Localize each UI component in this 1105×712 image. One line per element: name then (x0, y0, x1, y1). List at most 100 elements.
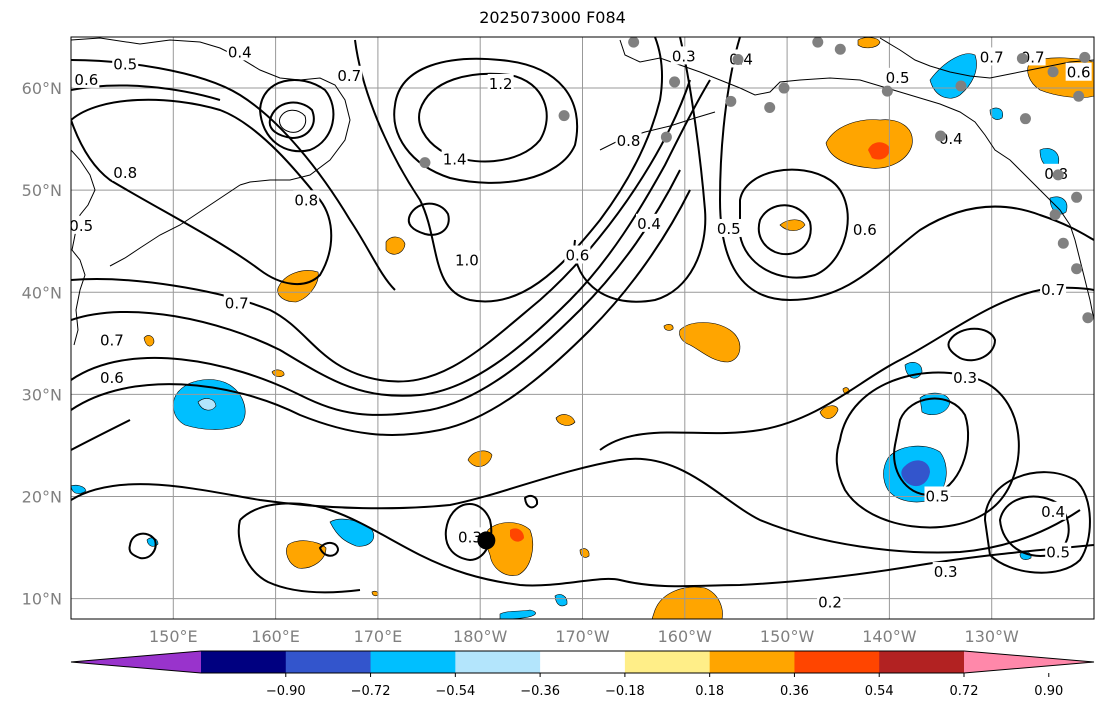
station-marker (725, 95, 737, 107)
contour-label-background (978, 47, 1005, 66)
colorbar-segment (709, 651, 795, 673)
contour-label-background (1040, 501, 1067, 520)
contour-label-background (441, 149, 468, 168)
anomaly-positive (286, 540, 327, 569)
contour-label: 0.4 (637, 215, 661, 233)
colorbar-tick-label: 0.18 (695, 684, 724, 699)
contour-label: 0.3 (672, 47, 696, 65)
coastline-kuril (109, 184, 241, 267)
station-marker (1019, 113, 1031, 125)
anomaly-negative (71, 484, 87, 494)
longitude-label: 160°E (251, 627, 300, 646)
anomaly-strong-negative (901, 460, 930, 487)
contour-label-background (223, 293, 250, 312)
contour-labels: 0.4 0.5 0.6 0.7 1.2 1.4 0.8 0.8 0.8 0.3 0.4 0.5 0.7 0… (71, 42, 1092, 612)
contour-label: 0.5 (926, 487, 950, 505)
station-marker (1047, 66, 1059, 78)
longitude-label: 150°E (149, 627, 198, 646)
contour-line (599, 286, 1094, 451)
contour-line (71, 169, 681, 416)
colorbar-tick-label: −0.18 (605, 684, 645, 699)
latitude-label: 30°N (22, 385, 62, 404)
anomaly-strong (868, 142, 890, 160)
contour-line (258, 78, 335, 153)
anomaly-positive (663, 324, 674, 331)
contour-label: 0.6 (74, 71, 98, 89)
contour-label: 0.6 (1067, 64, 1091, 82)
longitude-label: 130°W (965, 627, 1020, 646)
coastline-asia (71, 149, 96, 346)
station-marker (834, 43, 846, 55)
anomaly-positive (779, 219, 806, 231)
contour-label: 0.5 (113, 56, 137, 74)
contour-label: 0.7 (225, 294, 249, 312)
anomaly-strong (510, 528, 524, 542)
contour-line (71, 189, 691, 436)
contour-label-background (293, 190, 320, 209)
contour-line (523, 495, 539, 509)
station-marker (1073, 90, 1085, 102)
contour-label: 0.2 (818, 594, 842, 612)
contour-label-background (71, 215, 95, 234)
anomaly-positive (679, 322, 741, 363)
longitude-label: 180°W (453, 627, 508, 646)
contour-label: 0.3 (934, 563, 958, 581)
anomaly-positive (277, 270, 319, 303)
contour-line (268, 101, 315, 140)
contour-label-background (564, 245, 591, 264)
contour-line (71, 79, 711, 397)
station-marker (764, 101, 776, 113)
station-marker (1071, 263, 1083, 275)
station-marker (558, 110, 570, 122)
contour-label: 1.0 (455, 252, 479, 270)
contour-label-background (635, 213, 662, 232)
contour-line (354, 37, 664, 303)
latitude-label: 60°N (22, 79, 62, 98)
contour-label: 0.6 (853, 221, 877, 239)
latitude-label: 50°N (22, 181, 62, 200)
coastline-island (279, 109, 307, 133)
station-marker (778, 82, 790, 94)
contour-label: 0.5 (1046, 544, 1070, 562)
contour-label: 1.4 (443, 151, 467, 169)
coastline-alaska (619, 39, 1094, 321)
contour-label-background (924, 486, 951, 505)
contour-label: 0.4 (1041, 503, 1065, 521)
contour-label: 0.5 (717, 220, 741, 238)
contour-label-background (1065, 62, 1092, 81)
contour-line (718, 37, 1094, 302)
contour-label: 0.5 (886, 69, 910, 87)
contour-label-background (851, 219, 878, 238)
contour-label-background (670, 46, 697, 65)
station-marker (669, 76, 681, 88)
contour-label-background (336, 65, 363, 84)
contour-label-background (73, 69, 100, 88)
contour-line (71, 59, 396, 291)
colorbar-segment (455, 651, 541, 673)
station-marker (1071, 191, 1083, 203)
contour-label-background (952, 368, 979, 387)
contour-label: 0.7 (1021, 48, 1045, 66)
anomaly-weak-negative (197, 398, 217, 411)
anomaly-positive (857, 37, 881, 49)
contour-label: 0.7 (1041, 281, 1065, 299)
contour-line (239, 502, 1094, 588)
contour-label: 0.3 (953, 369, 977, 387)
contour-line (407, 202, 450, 236)
station-marker (1079, 51, 1091, 63)
anomaly-positive (819, 405, 839, 419)
contour-label-background (884, 67, 911, 86)
contour-line (237, 519, 361, 594)
station-marker (812, 37, 824, 48)
contour-label-background (453, 250, 480, 269)
contour-line (947, 327, 997, 362)
contour-line (983, 471, 1091, 574)
contour-line (893, 397, 970, 497)
station-marker (935, 130, 947, 142)
contour-label: 0.6 (565, 247, 589, 265)
contour-label-background (487, 73, 514, 92)
colorbar-tick-label: 0.72 (950, 684, 979, 699)
contour-line (71, 419, 131, 451)
contour-label: 0.8 (113, 164, 137, 182)
contour-label: 0.8 (617, 132, 641, 150)
